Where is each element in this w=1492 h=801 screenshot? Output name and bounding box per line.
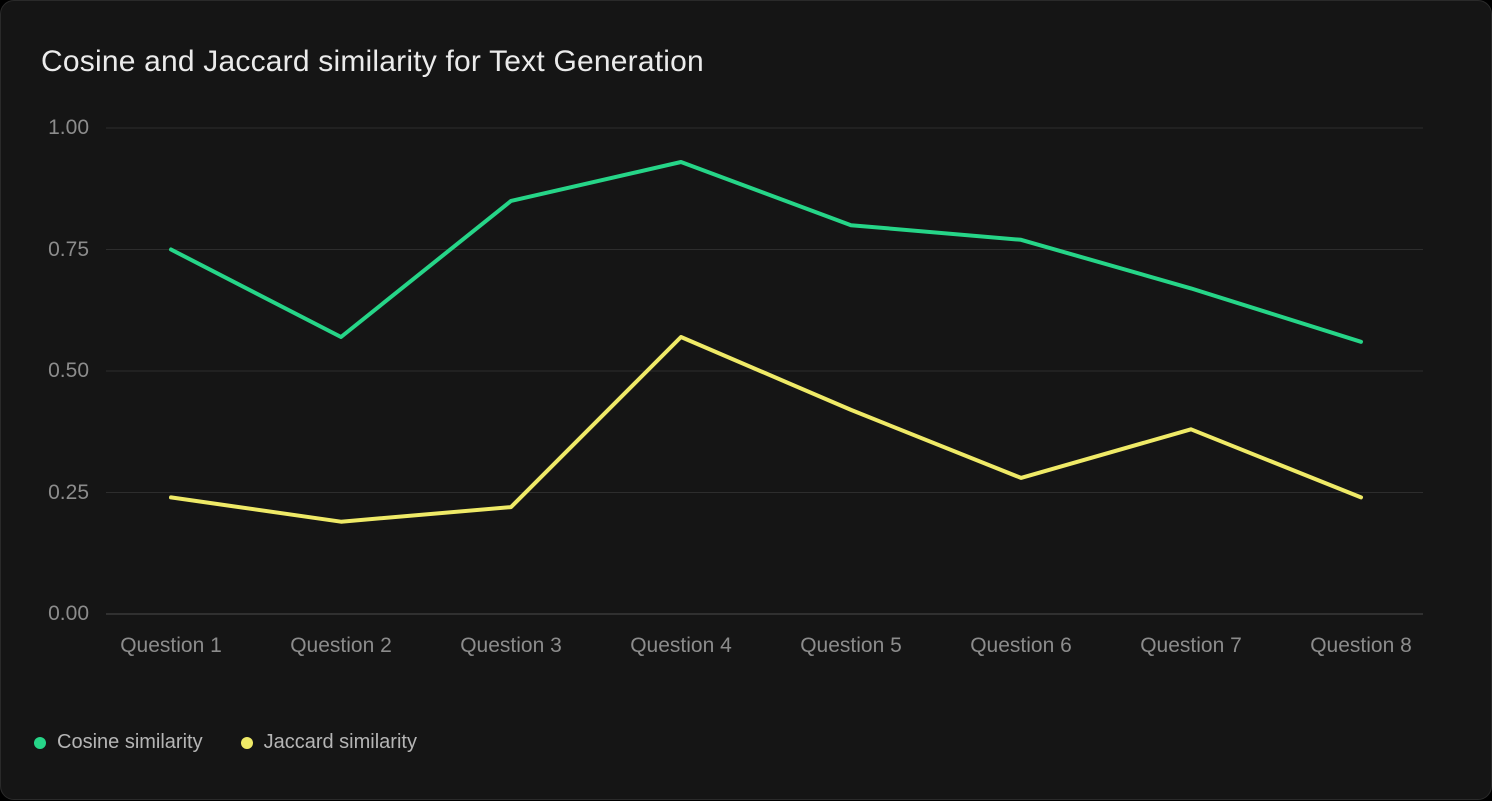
x-tick-label: Question 1 (120, 634, 222, 657)
y-tick-label: 0.50 (48, 359, 89, 382)
legend-item-cosine-similarity[interactable]: Cosine similarity (34, 731, 203, 754)
x-tick-label: Question 4 (630, 634, 732, 657)
chart-title: Cosine and Jaccard similarity for Text G… (41, 45, 704, 78)
legend-item-jaccard-similarity[interactable]: Jaccard similarity (240, 731, 417, 754)
x-tick-label: Question 8 (1310, 634, 1412, 657)
y-tick-label: 0.75 (48, 237, 89, 261)
x-tick-label: Question 2 (290, 634, 392, 657)
legend-dot-icon (240, 736, 253, 749)
legend-dot-icon (34, 736, 46, 749)
legend-label: Jaccard similarity (263, 731, 417, 753)
cosine-similarity-line (169, 160, 1363, 344)
jaccard-similarity-line (169, 335, 1363, 524)
x-tick-label: Question 5 (800, 634, 902, 657)
y-tick-label: 0.25 (48, 480, 89, 504)
x-tick-label: Question 7 (1140, 634, 1242, 657)
x-tick-label: Question 3 (460, 634, 562, 657)
y-tick-label: 1.00 (48, 116, 89, 139)
legend: Cosine similarity Jaccard similarity (34, 731, 417, 754)
y-tick-label: 0.00 (48, 602, 89, 625)
x-tick-label: Question 6 (970, 634, 1072, 657)
legend-label: Cosine similarity (57, 731, 203, 753)
